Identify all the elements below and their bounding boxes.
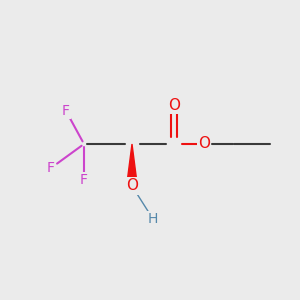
Text: F: F [80,173,88,187]
Text: H: H [148,212,158,226]
Text: F: F [47,161,55,175]
Text: O: O [126,178,138,194]
Text: F: F [62,104,70,118]
Text: O: O [198,136,210,152]
Text: O: O [168,98,180,112]
Polygon shape [127,144,137,186]
